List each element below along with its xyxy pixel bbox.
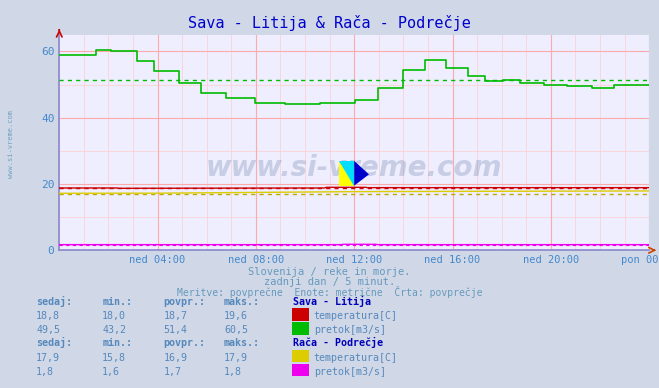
Text: temperatura[C]: temperatura[C] [314, 311, 397, 321]
Text: maks.:: maks.: [224, 338, 260, 348]
Text: zadnji dan / 5 minut.: zadnji dan / 5 minut. [264, 277, 395, 288]
Text: 18,8: 18,8 [36, 311, 60, 321]
Text: pretok[m3/s]: pretok[m3/s] [314, 325, 386, 335]
Text: www.si-vreme.com: www.si-vreme.com [206, 154, 502, 182]
Text: sedaj:: sedaj: [36, 296, 72, 307]
Text: 16,9: 16,9 [163, 353, 187, 363]
Text: www.si-vreme.com: www.si-vreme.com [8, 109, 14, 178]
Polygon shape [355, 161, 369, 186]
Text: 19,6: 19,6 [224, 311, 248, 321]
Text: 51,4: 51,4 [163, 325, 187, 335]
Text: temperatura[C]: temperatura[C] [314, 353, 397, 363]
Text: Sava - Litija & Rača - Podrečje: Sava - Litija & Rača - Podrečje [188, 14, 471, 31]
Text: Meritve: povprečne  Enote: metrične  Črta: povprečje: Meritve: povprečne Enote: metrične Črta:… [177, 286, 482, 298]
Text: 15,8: 15,8 [102, 353, 126, 363]
Polygon shape [339, 161, 355, 186]
Text: sedaj:: sedaj: [36, 337, 72, 348]
Text: 1,7: 1,7 [163, 367, 181, 377]
Text: min.:: min.: [102, 338, 132, 348]
Text: Rača - Podrečje: Rača - Podrečje [293, 337, 384, 348]
Text: 60,5: 60,5 [224, 325, 248, 335]
Text: maks.:: maks.: [224, 296, 260, 307]
Text: povpr.:: povpr.: [163, 338, 206, 348]
Text: 1,8: 1,8 [224, 367, 242, 377]
Text: 43,2: 43,2 [102, 325, 126, 335]
Bar [339, 161, 355, 186]
Text: 1,6: 1,6 [102, 367, 120, 377]
Text: 18,7: 18,7 [163, 311, 187, 321]
Text: Slovenija / reke in morje.: Slovenija / reke in morje. [248, 267, 411, 277]
Text: min.:: min.: [102, 296, 132, 307]
Text: pretok[m3/s]: pretok[m3/s] [314, 367, 386, 377]
Text: povpr.:: povpr.: [163, 296, 206, 307]
Text: 17,9: 17,9 [36, 353, 60, 363]
Text: 18,0: 18,0 [102, 311, 126, 321]
Text: 49,5: 49,5 [36, 325, 60, 335]
Text: Sava - Litija: Sava - Litija [293, 296, 371, 307]
Text: 17,9: 17,9 [224, 353, 248, 363]
Text: 1,8: 1,8 [36, 367, 54, 377]
